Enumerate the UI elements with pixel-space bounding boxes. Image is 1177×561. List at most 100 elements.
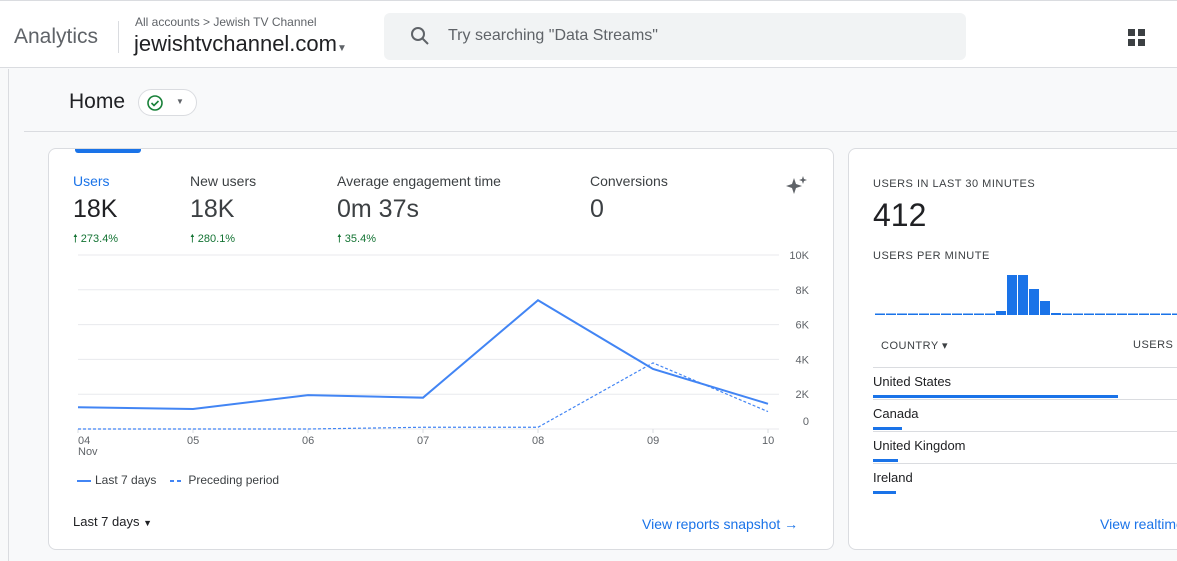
minute-bar bbox=[1040, 301, 1050, 315]
realtime-card: USERS IN LAST 30 MINUTES 412 USERS PER M… bbox=[848, 148, 1177, 550]
users-column-header: USERS bbox=[1133, 339, 1174, 351]
divider bbox=[118, 21, 119, 53]
x-tick-label: 06 bbox=[302, 435, 314, 447]
legend-previous: Preceding period bbox=[170, 473, 279, 487]
y-tick-label: 10K bbox=[789, 250, 809, 262]
x-sublabel: Nov bbox=[78, 446, 98, 458]
y-tick-label: 4K bbox=[796, 354, 810, 366]
metric-delta: 🠕 280.1% bbox=[190, 233, 236, 245]
realtime-value: 412 bbox=[873, 197, 927, 233]
legend-current: Last 7 days bbox=[77, 473, 156, 487]
metric-new-users[interactable]: New users 18K 🠕 280.1% bbox=[190, 173, 256, 249]
y-tick-label: 0 bbox=[803, 416, 809, 428]
series-line-preceding bbox=[78, 362, 769, 430]
minute-bar bbox=[1018, 275, 1028, 315]
country-column-header[interactable]: COUNTRY ▾ bbox=[881, 340, 949, 352]
y-tick-label: 6K bbox=[796, 320, 810, 332]
minute-bar bbox=[1084, 313, 1094, 315]
metric-delta: 🠕 35.4% bbox=[337, 233, 376, 245]
minute-bar bbox=[1062, 313, 1072, 315]
insights-sparkle-icon[interactable] bbox=[785, 175, 809, 199]
apps-grid-icon[interactable] bbox=[1128, 29, 1146, 47]
breadcrumb[interactable]: All accounts > Jewish TV Channel bbox=[135, 15, 317, 29]
minute-bar bbox=[919, 313, 929, 315]
minute-bar bbox=[963, 313, 973, 315]
metric-users[interactable]: Users 18K 🠕 273.4% bbox=[73, 173, 118, 249]
minute-bar bbox=[1051, 313, 1061, 315]
y-tick-label: 8K bbox=[796, 285, 810, 297]
country-share-bar bbox=[873, 491, 896, 494]
minute-bar bbox=[1161, 313, 1171, 315]
y-tick-label: 2K bbox=[796, 389, 810, 401]
metric-label: New users bbox=[190, 173, 257, 189]
users-line-chart: 0 2K 4K 6K 8K 10K 04 05 06 07 08 09 10 Nov bbox=[77, 250, 810, 458]
search-icon bbox=[411, 27, 429, 45]
country-name: Ireland bbox=[873, 470, 913, 485]
series-line-current bbox=[77, 299, 769, 410]
metric-delta: 🠕 273.4% bbox=[73, 233, 119, 245]
metric-value: 18K bbox=[73, 195, 118, 223]
minute-bar bbox=[996, 311, 1006, 315]
caret-down-icon: ▼ bbox=[176, 97, 184, 106]
page-title: Home bbox=[69, 90, 126, 113]
status-dropdown[interactable]: ▼ bbox=[138, 89, 197, 116]
minute-bar bbox=[1172, 313, 1177, 315]
metric-value: 0 bbox=[590, 195, 604, 223]
minute-bar bbox=[897, 313, 907, 315]
x-tick-label: 09 bbox=[647, 435, 659, 447]
metric-conversions[interactable]: Conversions 0 bbox=[590, 173, 668, 224]
check-circle-icon bbox=[147, 95, 163, 111]
country-share-bar bbox=[873, 395, 1119, 398]
sidebar-border bbox=[8, 69, 9, 561]
country-share-bar bbox=[873, 459, 898, 462]
property-selector[interactable]: jewishtvchannel.com▼ bbox=[134, 31, 347, 57]
country-name: United Kingdom bbox=[873, 438, 966, 453]
country-row[interactable]: United States bbox=[873, 367, 1177, 399]
minute-bar bbox=[1007, 275, 1017, 315]
minute-bar bbox=[908, 313, 918, 315]
minute-bar bbox=[941, 313, 951, 315]
minute-bar bbox=[952, 313, 962, 315]
view-realtime-link[interactable]: View realtime bbox=[1100, 516, 1177, 532]
x-tick-label: 10 bbox=[762, 435, 774, 447]
metric-value: 0m 37s bbox=[337, 195, 419, 223]
metric-label: Conversions bbox=[590, 173, 668, 189]
minute-bar bbox=[1150, 313, 1160, 315]
date-range-dropdown[interactable]: Last 7 days ▼ bbox=[73, 514, 153, 529]
caret-down-icon: ▼ bbox=[336, 43, 347, 54]
minute-bar bbox=[1128, 313, 1138, 315]
top-bar: Analytics All accounts > Jewish TV Chann… bbox=[0, 0, 1177, 68]
minute-bar bbox=[1029, 289, 1039, 315]
minute-bar bbox=[974, 313, 984, 315]
x-tick-label: 07 bbox=[417, 435, 429, 447]
x-tick-label: 08 bbox=[532, 435, 544, 447]
search-input[interactable]: Try searching "Data Streams" bbox=[384, 13, 966, 60]
divider bbox=[24, 131, 1177, 132]
metric-engagement-time[interactable]: Average engagement time 0m 37s 🠕 35.4% bbox=[337, 173, 501, 249]
country-row[interactable]: Ireland bbox=[873, 463, 1177, 495]
realtime-title: USERS IN LAST 30 MINUTES bbox=[873, 178, 1036, 190]
selected-tab-indicator bbox=[75, 149, 141, 153]
metric-label: Average engagement time bbox=[337, 173, 501, 189]
x-tick-label: 05 bbox=[187, 435, 199, 447]
property-name: jewishtvchannel.com bbox=[134, 31, 337, 56]
minute-bar bbox=[1117, 313, 1127, 315]
country-share-bar bbox=[873, 427, 903, 430]
minute-bar bbox=[1095, 313, 1105, 315]
country-name: United States bbox=[873, 374, 952, 389]
metric-label: Users bbox=[73, 173, 110, 189]
view-reports-snapshot-link[interactable]: View reports snapshot → bbox=[642, 516, 799, 532]
country-row[interactable]: United Kingdom bbox=[873, 431, 1177, 463]
minute-bar bbox=[1106, 313, 1116, 315]
country-name: Canada bbox=[873, 406, 919, 421]
brand-name[interactable]: Analytics bbox=[14, 25, 99, 48]
country-row[interactable]: Canada bbox=[873, 399, 1177, 431]
minute-bar bbox=[886, 313, 896, 315]
chart-legend: Last 7 days Preceding period bbox=[77, 473, 279, 487]
minute-bar bbox=[985, 313, 995, 315]
minute-bar bbox=[875, 313, 885, 315]
search-placeholder: Try searching "Data Streams" bbox=[448, 27, 658, 44]
minute-bar bbox=[1073, 313, 1083, 315]
caret-down-icon: ▼ bbox=[143, 518, 153, 528]
per-minute-title: USERS PER MINUTE bbox=[873, 250, 990, 262]
